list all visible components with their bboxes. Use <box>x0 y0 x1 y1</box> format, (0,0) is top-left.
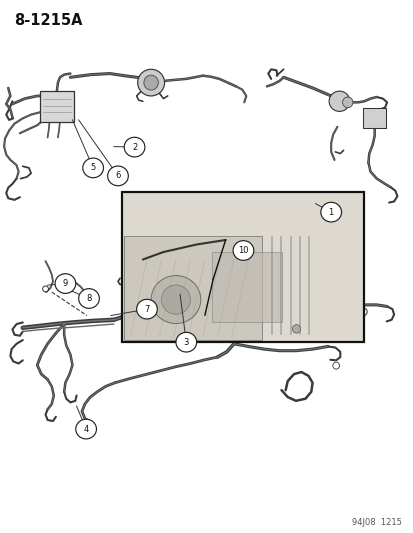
Text: 1: 1 <box>328 208 333 216</box>
Ellipse shape <box>328 91 349 111</box>
Ellipse shape <box>342 97 352 108</box>
Ellipse shape <box>124 138 145 157</box>
Ellipse shape <box>55 274 76 293</box>
Ellipse shape <box>144 75 158 90</box>
Text: 8-1215A: 8-1215A <box>14 13 83 28</box>
Ellipse shape <box>320 203 341 222</box>
Ellipse shape <box>359 308 366 316</box>
Text: 8: 8 <box>86 294 91 303</box>
Text: 2: 2 <box>132 143 137 151</box>
Ellipse shape <box>233 241 253 260</box>
FancyBboxPatch shape <box>40 91 74 122</box>
Text: 3: 3 <box>183 338 188 346</box>
Ellipse shape <box>78 289 99 308</box>
Ellipse shape <box>83 158 103 177</box>
Text: 94J08  1215: 94J08 1215 <box>351 518 401 527</box>
Text: 5: 5 <box>90 164 95 172</box>
Ellipse shape <box>151 276 200 324</box>
FancyBboxPatch shape <box>122 192 363 342</box>
Ellipse shape <box>43 286 48 292</box>
Ellipse shape <box>292 325 300 333</box>
Text: 10: 10 <box>237 246 248 255</box>
Text: 9: 9 <box>63 279 68 288</box>
FancyBboxPatch shape <box>363 108 385 128</box>
Text: 7: 7 <box>144 305 149 313</box>
Ellipse shape <box>161 285 190 314</box>
Ellipse shape <box>136 300 157 319</box>
FancyBboxPatch shape <box>211 252 282 322</box>
Ellipse shape <box>332 362 339 369</box>
Text: 4: 4 <box>83 425 88 433</box>
Ellipse shape <box>76 419 96 439</box>
Ellipse shape <box>176 333 196 352</box>
Ellipse shape <box>107 166 128 185</box>
FancyBboxPatch shape <box>124 237 261 340</box>
Text: 6: 6 <box>115 172 120 180</box>
Ellipse shape <box>137 69 164 96</box>
